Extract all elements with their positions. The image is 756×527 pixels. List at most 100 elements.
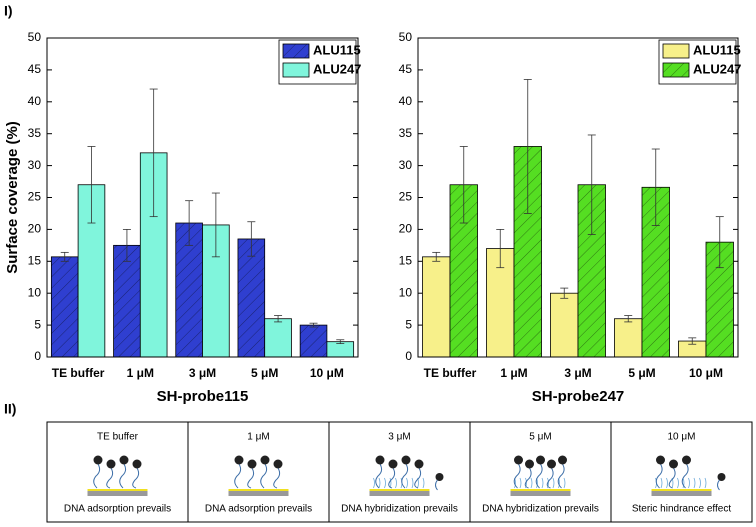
error-bar: [459, 146, 468, 224]
y-tick-label: 20: [399, 222, 413, 236]
y-tick-label: 50: [28, 30, 42, 44]
y-tick-label: 10: [399, 285, 413, 299]
probe-strand: [411, 477, 414, 489]
diagram-frame: [46, 421, 753, 523]
y-tick-label: 25: [399, 190, 413, 204]
bar: [50, 256, 79, 358]
error-bar: [274, 315, 283, 323]
bar: [237, 238, 266, 358]
x-tick-label: 10 μM: [689, 366, 723, 380]
probe-strand: [693, 477, 696, 489]
gold-layer: [369, 489, 430, 491]
substrate: [510, 491, 571, 496]
bead: [656, 455, 665, 465]
legend-swatch: [662, 62, 690, 78]
dna-strand: [388, 467, 396, 489]
error-bar: [336, 339, 345, 345]
x-tick-label: 5 μM: [628, 366, 655, 380]
bar: [264, 318, 292, 358]
x-tick-label: 1 μM: [127, 366, 154, 380]
error-bar: [587, 134, 596, 235]
probe-strand: [677, 477, 679, 489]
y-tick-label: 5: [34, 317, 41, 331]
legend-label: ALU247: [693, 61, 741, 76]
dna-strand: [375, 463, 383, 489]
error-bar: [149, 88, 158, 218]
y-tick-label: 40: [399, 94, 413, 108]
probe-strand: [525, 477, 527, 489]
panel-title: TE buffer: [97, 432, 139, 443]
panel-caption: DNA adsorption prevails: [205, 504, 312, 515]
y-tick-label: 15: [399, 253, 413, 267]
dna-strand: [546, 467, 554, 489]
dna-strand: [414, 467, 422, 489]
error-bar: [624, 315, 633, 323]
x-axis-title: SH-probe247: [532, 388, 625, 405]
substrate: [87, 491, 148, 496]
bead: [119, 455, 129, 465]
bead: [132, 459, 142, 469]
legend-label: ALU115: [693, 42, 741, 57]
bead: [106, 459, 116, 469]
y-tick-label: 0: [34, 349, 41, 363]
dna-strand: [119, 463, 127, 489]
y-tick-label: 0: [405, 349, 412, 363]
probe-strand: [688, 477, 690, 489]
panel-title: 10 μM: [668, 432, 696, 443]
probe-strand: [699, 477, 701, 489]
plot-frame: [46, 37, 359, 358]
x-axis-title: SH-probe115: [157, 388, 249, 405]
substrate: [369, 491, 430, 496]
dna-strand: [535, 463, 543, 489]
dna-strand: [513, 463, 521, 489]
probe-strand: [547, 477, 549, 489]
probe-strand: [530, 477, 533, 489]
probe-strand: [552, 477, 555, 489]
bar: [422, 256, 451, 358]
bead: [514, 455, 523, 465]
y-tick-label: 35: [399, 126, 413, 140]
plot-frame: [417, 37, 739, 358]
legend-label: ALU247: [313, 61, 361, 76]
free-strand: [717, 479, 720, 491]
panel-caption: Steric hindrance effect: [632, 504, 732, 515]
gold-layer: [651, 489, 712, 491]
bead: [388, 459, 398, 469]
substrate: [651, 491, 712, 496]
bead: [273, 459, 283, 469]
probe-strand: [660, 477, 663, 489]
probe-strand: [373, 477, 375, 489]
bead: [247, 459, 257, 469]
y-tick-label: 50: [399, 30, 413, 44]
error-bar: [87, 146, 96, 224]
error-bar: [432, 251, 441, 262]
dna-strand: [106, 467, 114, 489]
error-bar: [651, 148, 660, 226]
bead: [669, 459, 678, 469]
panel-caption: DNA hybridization prevails: [482, 504, 599, 515]
legend-swatch: [662, 43, 690, 59]
y-tick-label: 45: [399, 62, 413, 76]
panel-caption: DNA hybridization prevails: [341, 504, 458, 515]
error-bar: [247, 221, 256, 257]
dna-strand: [668, 467, 676, 489]
dna-strand: [234, 463, 242, 489]
dna-strand: [93, 463, 101, 489]
bead: [401, 455, 411, 465]
free-strand: [435, 479, 438, 491]
bead: [234, 455, 244, 465]
free-bead: [435, 473, 444, 481]
gold-layer: [228, 489, 289, 491]
dna-strand: [273, 467, 281, 489]
panel-title: 5 μM: [529, 432, 551, 443]
legend-swatch: [282, 62, 310, 78]
x-tick-label: TE buffer: [424, 366, 477, 380]
bead: [682, 455, 691, 465]
probe-strand: [541, 477, 544, 489]
panel-caption: DNA adsorption prevails: [64, 504, 171, 515]
gold-layer: [87, 489, 148, 491]
probe-strand: [406, 477, 408, 489]
error-bar: [715, 216, 724, 269]
bead: [558, 455, 567, 465]
